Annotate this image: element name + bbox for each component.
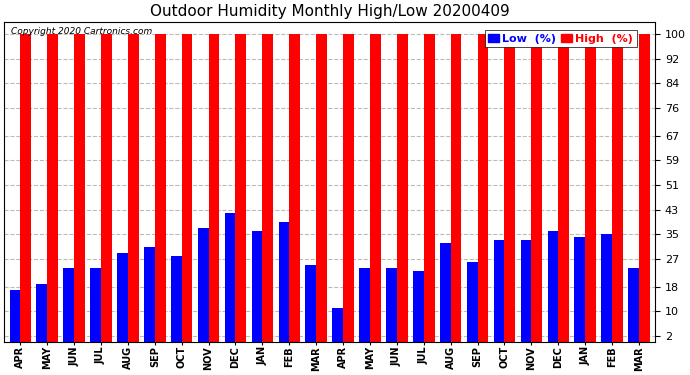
Bar bbox=[612, 34, 623, 342]
Bar bbox=[521, 240, 531, 342]
Bar bbox=[117, 253, 128, 342]
Bar bbox=[10, 290, 20, 342]
Bar bbox=[306, 265, 316, 342]
Bar bbox=[397, 34, 408, 342]
Bar bbox=[504, 34, 515, 342]
Bar bbox=[370, 34, 381, 342]
Bar bbox=[90, 268, 101, 342]
Bar bbox=[639, 34, 650, 342]
Bar bbox=[424, 34, 435, 342]
Bar bbox=[585, 34, 596, 342]
Title: Outdoor Humidity Monthly High/Low 20200409: Outdoor Humidity Monthly High/Low 202004… bbox=[150, 4, 509, 19]
Bar bbox=[181, 34, 193, 342]
Bar bbox=[333, 308, 343, 342]
Bar bbox=[144, 246, 155, 342]
Bar bbox=[440, 243, 451, 342]
Bar bbox=[494, 240, 504, 342]
Bar bbox=[279, 222, 289, 342]
Bar bbox=[289, 34, 300, 342]
Bar bbox=[63, 268, 74, 342]
Legend: Low  (%), High  (%): Low (%), High (%) bbox=[484, 30, 637, 47]
Bar bbox=[37, 284, 47, 342]
Bar bbox=[601, 234, 612, 342]
Bar bbox=[198, 228, 208, 342]
Bar bbox=[74, 34, 85, 342]
Bar bbox=[451, 34, 462, 342]
Bar bbox=[252, 231, 262, 342]
Bar bbox=[101, 34, 112, 342]
Bar bbox=[155, 34, 166, 342]
Bar bbox=[359, 268, 370, 342]
Bar bbox=[386, 268, 397, 342]
Bar bbox=[413, 271, 424, 342]
Bar bbox=[628, 268, 639, 342]
Bar bbox=[235, 34, 246, 342]
Bar bbox=[467, 262, 477, 342]
Bar bbox=[558, 34, 569, 342]
Bar bbox=[208, 34, 219, 342]
Bar bbox=[47, 34, 58, 342]
Bar bbox=[20, 34, 31, 342]
Bar bbox=[531, 34, 542, 342]
Bar bbox=[477, 34, 489, 342]
Bar bbox=[262, 34, 273, 342]
Bar bbox=[171, 256, 181, 342]
Text: Copyright 2020 Cartronics.com: Copyright 2020 Cartronics.com bbox=[10, 27, 152, 36]
Bar bbox=[128, 34, 139, 342]
Bar bbox=[548, 231, 558, 342]
Bar bbox=[343, 34, 354, 342]
Bar bbox=[316, 34, 327, 342]
Bar bbox=[225, 213, 235, 342]
Bar bbox=[574, 237, 585, 342]
